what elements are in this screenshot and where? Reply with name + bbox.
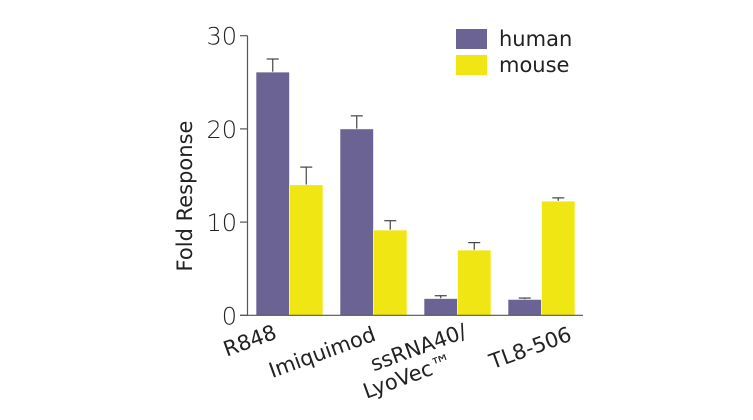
bar-mouse — [457, 249, 492, 316]
bar-mouse — [541, 200, 576, 316]
y-tick-label: 0 — [222, 302, 237, 330]
legend-swatch-mouse — [456, 55, 487, 75]
bar-mouse — [373, 229, 408, 316]
category-label: Imiquimod — [266, 322, 379, 383]
bar-human — [507, 299, 542, 316]
legend-swatch-human — [456, 29, 487, 49]
legend-label-mouse: mouse — [499, 53, 569, 77]
category-label: TL8-506 — [485, 322, 575, 374]
y-tick-label: 30 — [206, 23, 237, 51]
bar-human — [339, 128, 374, 316]
bar-human — [255, 71, 290, 316]
y-tick-label: 10 — [206, 209, 237, 237]
y-axis-label: Fold Response — [173, 121, 197, 272]
legend-label-human: human — [499, 27, 572, 51]
bar-human — [423, 298, 458, 316]
bar-mouse — [289, 184, 324, 316]
y-tick-label: 20 — [206, 116, 237, 144]
